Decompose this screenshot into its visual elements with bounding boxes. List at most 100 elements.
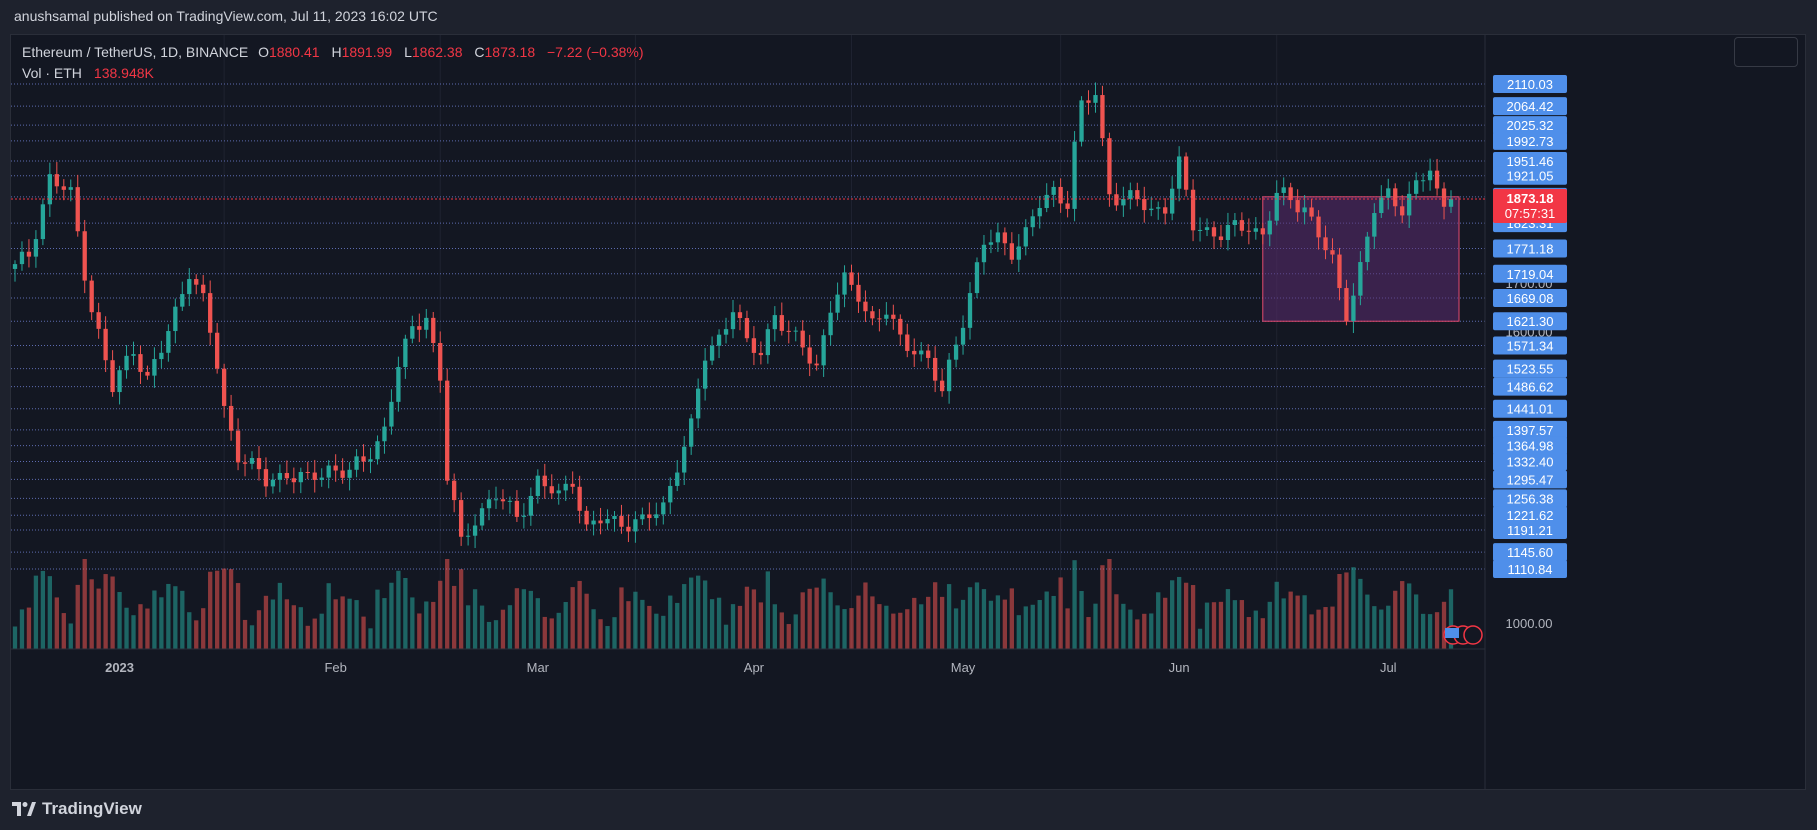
volume-label[interactable]: Vol · ETH	[22, 65, 82, 81]
level-tag-3: 1992.73	[1507, 134, 1554, 149]
level-tag-19: 1295.47	[1507, 472, 1554, 487]
level-tag-9: 1719.04	[1507, 267, 1554, 282]
chart-settings-box[interactable]	[1734, 37, 1798, 67]
volume-bar-18	[138, 604, 143, 649]
candle-body-101	[716, 334, 722, 346]
volume-bar-3	[33, 575, 39, 649]
candle-body-83	[591, 520, 596, 525]
volume-bar-128	[905, 609, 910, 649]
chart-legend: Ethereum / TetherUS, 1D, BINANCE O1880.4…	[22, 42, 652, 84]
volume-bar-103	[730, 604, 736, 649]
time-axis-label-10: Jul	[1380, 660, 1397, 675]
candle-body-125	[884, 314, 889, 319]
candle-body-104	[737, 312, 743, 319]
volume-bar-43	[312, 618, 317, 649]
volume-bar-72	[514, 588, 520, 649]
candle-body-198	[1393, 188, 1398, 207]
volume-bar-56	[403, 577, 408, 649]
volume-bar-54	[389, 582, 394, 649]
candle-body-153	[1079, 100, 1084, 142]
candle-body-196	[1379, 197, 1384, 214]
volume-bar-197	[1386, 605, 1391, 649]
volume-bar-137	[967, 587, 973, 649]
volume-bar-65	[465, 605, 471, 649]
candle-body-158	[1114, 194, 1119, 206]
candle-body-90	[640, 514, 645, 520]
candle-body-136	[960, 327, 966, 345]
candle-body-161	[1135, 190, 1140, 199]
volume-bar-143	[1009, 588, 1014, 649]
volume-bar-205	[1441, 601, 1447, 649]
chart-area[interactable]: SepOctNovDec2023FebMarAprMayJunJul1700.0…	[10, 34, 1806, 790]
price-tick-2: 1000.00	[1506, 616, 1553, 631]
candle-body-39	[284, 472, 290, 479]
volume-bar-83	[591, 609, 596, 649]
level-tag-bg-23	[1493, 543, 1567, 562]
level-tag-bg-4	[1493, 151, 1567, 170]
volume-bar-169	[1190, 585, 1196, 649]
candle-body-2	[26, 251, 32, 257]
legend-open-value: 1880.41	[268, 44, 320, 60]
time-axis-label-5: Feb	[324, 660, 346, 675]
countdown-tag: 07:57:31	[1505, 206, 1556, 221]
candle-body-4	[40, 204, 46, 240]
candle-body-206	[1448, 198, 1454, 207]
volume-bar-104	[737, 605, 743, 649]
volume-bar-78	[556, 612, 561, 649]
candle-body-36	[263, 469, 269, 487]
candle-body-63	[452, 480, 457, 501]
legend-symbol[interactable]: Ethereum / TetherUS, 1D, BINANCE	[22, 44, 249, 60]
volume-bar-86	[612, 617, 617, 649]
candle-body-8	[68, 187, 73, 190]
legend-volume-row: Vol · ETH 138.948K	[22, 63, 652, 84]
volume-bar-101	[716, 597, 722, 649]
volume-bar-15	[117, 592, 122, 649]
candle-body-34	[249, 458, 255, 464]
volume-bar-84	[598, 619, 603, 649]
legend-close-key: C	[474, 44, 485, 60]
volume-bar-28	[208, 571, 213, 649]
volume-bar-102	[723, 624, 729, 649]
volume-bar-68	[486, 621, 492, 649]
volume-bar-92	[654, 613, 659, 649]
candle-body-53	[382, 426, 387, 442]
volume-bar-37	[270, 599, 276, 649]
candle-body-186	[1309, 207, 1314, 217]
candle-body-75	[535, 475, 540, 496]
volume-bar-50	[361, 616, 366, 649]
candle-body-85	[605, 518, 610, 524]
volume-bar-9	[75, 584, 80, 649]
volume-bar-5	[47, 576, 53, 649]
volume-bar-138	[974, 582, 980, 649]
candle-body-109	[772, 315, 777, 330]
volume-bar-192	[1351, 567, 1356, 649]
candle-body-26	[194, 279, 199, 285]
level-tag-bg-21	[1493, 506, 1567, 525]
tradingview-brand[interactable]: TradingView	[42, 799, 142, 818]
volume-bar-38	[277, 582, 283, 649]
candle-body-119	[842, 272, 847, 295]
volume-bar-32	[235, 583, 241, 649]
volume-bar-80	[570, 587, 575, 649]
candle-body-58	[417, 326, 422, 330]
volume-bar-29	[215, 570, 220, 649]
candle-body-145	[1023, 227, 1028, 247]
candle-body-189	[1330, 250, 1335, 255]
candle-body-38	[277, 472, 283, 480]
volume-bar-61	[438, 580, 443, 649]
volume-bar-1	[19, 609, 25, 649]
volume-bar-202	[1420, 613, 1426, 649]
candle-body-200	[1407, 193, 1412, 216]
volume-bar-89	[633, 591, 638, 649]
candle-body-10	[82, 231, 87, 281]
candle-body-14	[110, 360, 115, 393]
volume-bar-16	[124, 607, 129, 649]
candle-body-11	[89, 280, 94, 313]
candle-body-112	[793, 330, 798, 332]
volume-layer	[12, 559, 1454, 649]
candle-body-55	[396, 367, 401, 402]
volume-bar-20	[152, 590, 157, 649]
price-chart-svg[interactable]: SepOctNovDec2023FebMarAprMayJunJul1700.0…	[11, 35, 1805, 789]
volume-bar-196	[1379, 609, 1384, 649]
legend-high-value: 1891.99	[341, 44, 393, 60]
